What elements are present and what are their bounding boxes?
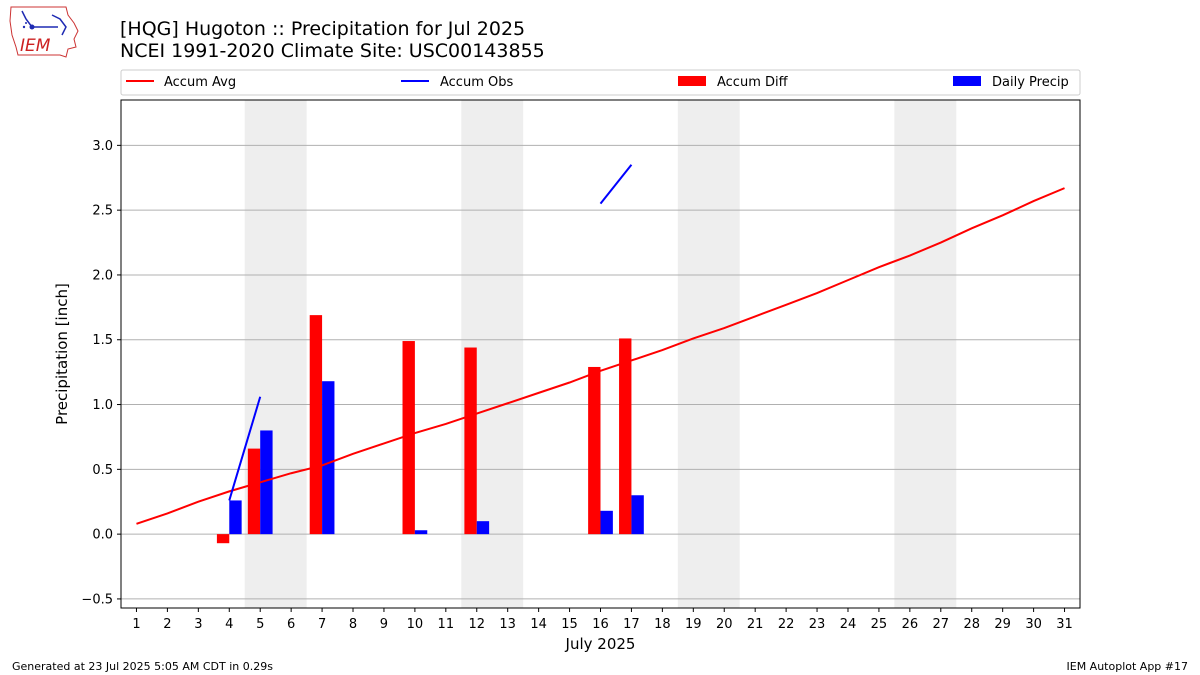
accum-diff-bar xyxy=(402,341,415,535)
legend-label-accum-diff: Accum Diff xyxy=(717,75,789,90)
x-tick-label: 14 xyxy=(530,617,547,632)
legend-label-accum-avg: Accum Avg xyxy=(164,75,236,90)
x-tick-label: 13 xyxy=(499,617,516,632)
x-tick-label: 22 xyxy=(778,617,795,632)
y-tick-label: 2.5 xyxy=(92,204,113,219)
x-tick-label: 11 xyxy=(438,617,455,632)
generated-timestamp: Generated at 23 Jul 2025 5:05 AM CDT in … xyxy=(12,660,273,673)
legend-swatch-daily-precip xyxy=(953,76,981,86)
legend-swatch-accum-diff xyxy=(678,76,706,86)
accum-diff-bar xyxy=(588,366,601,535)
legend: Accum Avg Accum Obs Accum Diff Daily Pre… xyxy=(120,69,1081,96)
weekend-shade-band xyxy=(677,100,740,608)
accum-diff-bar xyxy=(247,448,261,535)
daily-precip-bar xyxy=(476,521,490,535)
bars xyxy=(216,315,644,544)
axes: −0.50.00.51.01.52.02.53.01 2 3 4 5 6 7 8 9 10 11 12… xyxy=(81,139,1072,632)
x-tick-label: 23 xyxy=(809,617,826,632)
x-tick-label: 7 xyxy=(318,617,326,632)
y-tick-label: 0.5 xyxy=(92,463,113,478)
x-tick-label: 21 xyxy=(747,617,764,632)
x-tick-label: 2 xyxy=(163,617,171,632)
x-tick-label: 20 xyxy=(716,617,733,632)
x-tick-label: 9 xyxy=(380,617,388,632)
x-tick-label: 29 xyxy=(994,617,1011,632)
accum-diff-bar xyxy=(464,347,477,535)
chart-title: [HQG] Hugoton :: Precipitation for Jul 2… xyxy=(120,18,526,40)
x-tick-label: 6 xyxy=(287,617,295,632)
x-tick-label: 15 xyxy=(561,617,578,632)
accum-diff-bar xyxy=(619,338,632,535)
x-tick-label: 28 xyxy=(963,617,980,632)
accum-diff-bar xyxy=(309,315,323,535)
chart-subtitle: NCEI 1991-2020 Climate Site: USC00143855 xyxy=(120,40,545,62)
x-tick-label: 16 xyxy=(592,617,609,632)
accum-diff-bar xyxy=(216,534,230,544)
x-tick-label: 27 xyxy=(933,617,950,632)
x-tick-label: 8 xyxy=(349,617,357,632)
y-tick-label: 1.5 xyxy=(92,333,113,348)
legend-label-daily-precip: Daily Precip xyxy=(992,75,1069,90)
x-tick-label: 18 xyxy=(654,617,671,632)
daily-precip-bar xyxy=(260,430,273,535)
logo-text: IEM xyxy=(20,36,51,56)
y-axis-label: Precipitation [inch] xyxy=(53,283,71,425)
x-axis-label: July 2025 xyxy=(565,635,636,653)
x-tick-label: 30 xyxy=(1025,617,1042,632)
accum-obs-line xyxy=(228,396,262,501)
legend-label-accum-obs: Accum Obs xyxy=(440,75,513,90)
y-tick-label: 0.0 xyxy=(92,528,113,543)
y-tick-label: 3.0 xyxy=(92,139,113,154)
accum-obs-line xyxy=(599,164,633,205)
x-tick-label: 12 xyxy=(468,617,485,632)
daily-precip-bar xyxy=(229,500,242,535)
daily-precip-bar xyxy=(414,530,428,535)
app-label: IEM Autoplot App #17 xyxy=(1066,660,1189,673)
y-tick-label: −0.5 xyxy=(81,592,113,607)
y-tick-label: 1.0 xyxy=(92,398,113,413)
x-tick-label: 19 xyxy=(685,617,702,632)
x-tick-label: 10 xyxy=(407,617,424,632)
weekend-shade-band xyxy=(894,100,957,608)
x-tick-label: 24 xyxy=(840,617,857,632)
x-tick-label: 4 xyxy=(225,617,233,632)
accum-avg-line xyxy=(136,187,1065,525)
iem-logo: IEM xyxy=(8,5,80,59)
y-tick-label: 2.0 xyxy=(92,268,113,283)
x-tick-label: 25 xyxy=(871,617,888,632)
x-tick-label: 3 xyxy=(194,617,202,632)
x-tick-label: 1 xyxy=(132,617,140,632)
daily-precip-bar xyxy=(631,495,644,535)
x-tick-label: 5 xyxy=(256,617,264,632)
lines xyxy=(136,164,1065,525)
x-tick-label: 26 xyxy=(902,617,919,632)
daily-precip-bar xyxy=(322,381,335,535)
legend-box xyxy=(120,69,1081,96)
daily-precip-bar xyxy=(600,510,613,535)
x-tick-label: 31 xyxy=(1056,617,1073,632)
x-tick-label: 17 xyxy=(623,617,640,632)
